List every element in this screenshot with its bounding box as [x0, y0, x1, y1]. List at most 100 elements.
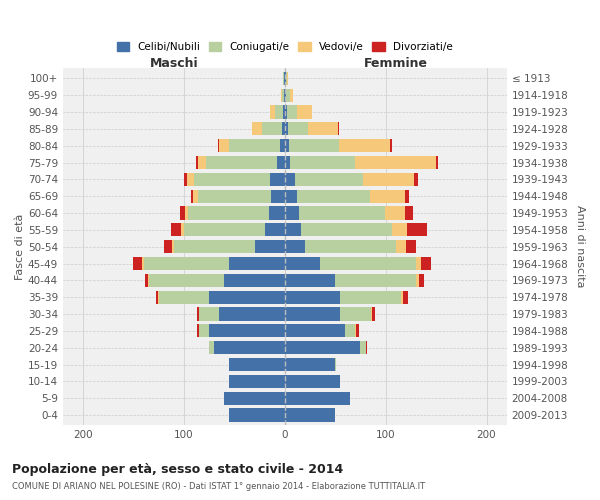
- Bar: [289, 139, 339, 152]
- Bar: [214, 341, 285, 354]
- Bar: [283, 72, 284, 85]
- Bar: [340, 308, 371, 320]
- Bar: [209, 290, 285, 304]
- Bar: [356, 324, 359, 338]
- Bar: [285, 122, 288, 136]
- Bar: [355, 156, 436, 169]
- Bar: [371, 308, 374, 320]
- Bar: [365, 341, 367, 354]
- Bar: [335, 358, 336, 371]
- Bar: [143, 257, 229, 270]
- Y-axis label: Fasce di età: Fasce di età: [15, 214, 25, 280]
- Bar: [335, 274, 416, 287]
- Bar: [407, 224, 427, 236]
- Bar: [308, 122, 338, 136]
- Bar: [288, 122, 308, 136]
- Bar: [148, 274, 149, 287]
- Bar: [299, 206, 385, 220]
- Bar: [145, 274, 148, 287]
- Bar: [224, 274, 285, 287]
- Bar: [285, 408, 335, 422]
- Bar: [224, 392, 285, 405]
- Bar: [271, 190, 285, 203]
- Bar: [198, 190, 271, 203]
- Bar: [280, 139, 285, 152]
- Bar: [390, 139, 392, 152]
- Bar: [185, 206, 188, 220]
- Bar: [285, 88, 286, 102]
- Bar: [251, 122, 262, 136]
- Bar: [142, 257, 143, 270]
- Bar: [284, 72, 285, 85]
- Bar: [286, 88, 290, 102]
- Bar: [181, 224, 184, 236]
- Bar: [285, 324, 346, 338]
- Bar: [171, 224, 181, 236]
- Bar: [282, 88, 284, 102]
- Bar: [277, 156, 285, 169]
- Bar: [172, 240, 174, 254]
- Bar: [339, 139, 390, 152]
- Bar: [283, 106, 285, 118]
- Bar: [199, 324, 209, 338]
- Text: Femmine: Femmine: [364, 57, 428, 70]
- Bar: [281, 88, 282, 102]
- Bar: [229, 257, 285, 270]
- Bar: [188, 206, 269, 220]
- Bar: [405, 206, 413, 220]
- Bar: [416, 257, 421, 270]
- Bar: [285, 190, 297, 203]
- Bar: [285, 139, 289, 152]
- Bar: [164, 240, 172, 254]
- Bar: [419, 274, 424, 287]
- Bar: [290, 88, 293, 102]
- Bar: [199, 308, 219, 320]
- Bar: [196, 156, 198, 169]
- Bar: [206, 156, 277, 169]
- Bar: [159, 290, 209, 304]
- Bar: [290, 156, 355, 169]
- Bar: [406, 240, 416, 254]
- Bar: [285, 392, 350, 405]
- Bar: [275, 106, 283, 118]
- Bar: [355, 324, 356, 338]
- Bar: [219, 308, 285, 320]
- Bar: [254, 240, 285, 254]
- Bar: [370, 190, 405, 203]
- Bar: [187, 173, 194, 186]
- Bar: [385, 206, 405, 220]
- Bar: [269, 206, 285, 220]
- Bar: [285, 274, 335, 287]
- Bar: [265, 224, 285, 236]
- Bar: [320, 257, 416, 270]
- Bar: [405, 190, 409, 203]
- Bar: [194, 173, 269, 186]
- Bar: [340, 290, 401, 304]
- Bar: [197, 308, 199, 320]
- Bar: [285, 375, 340, 388]
- Bar: [133, 257, 142, 270]
- Bar: [287, 72, 288, 85]
- Bar: [295, 173, 364, 186]
- Bar: [297, 106, 312, 118]
- Text: Popolazione per età, sesso e stato civile - 2014: Popolazione per età, sesso e stato civil…: [12, 462, 343, 475]
- Bar: [338, 122, 339, 136]
- Bar: [392, 224, 407, 236]
- Bar: [421, 257, 431, 270]
- Bar: [149, 274, 224, 287]
- Bar: [414, 173, 418, 186]
- Bar: [285, 358, 335, 371]
- Bar: [180, 206, 185, 220]
- Bar: [262, 122, 282, 136]
- Bar: [193, 190, 198, 203]
- Bar: [305, 240, 396, 254]
- Bar: [285, 290, 340, 304]
- Bar: [361, 341, 365, 354]
- Bar: [436, 156, 438, 169]
- Bar: [285, 308, 340, 320]
- Bar: [396, 240, 406, 254]
- Bar: [285, 156, 290, 169]
- Bar: [197, 324, 199, 338]
- Text: Maschi: Maschi: [149, 57, 198, 70]
- Bar: [184, 224, 265, 236]
